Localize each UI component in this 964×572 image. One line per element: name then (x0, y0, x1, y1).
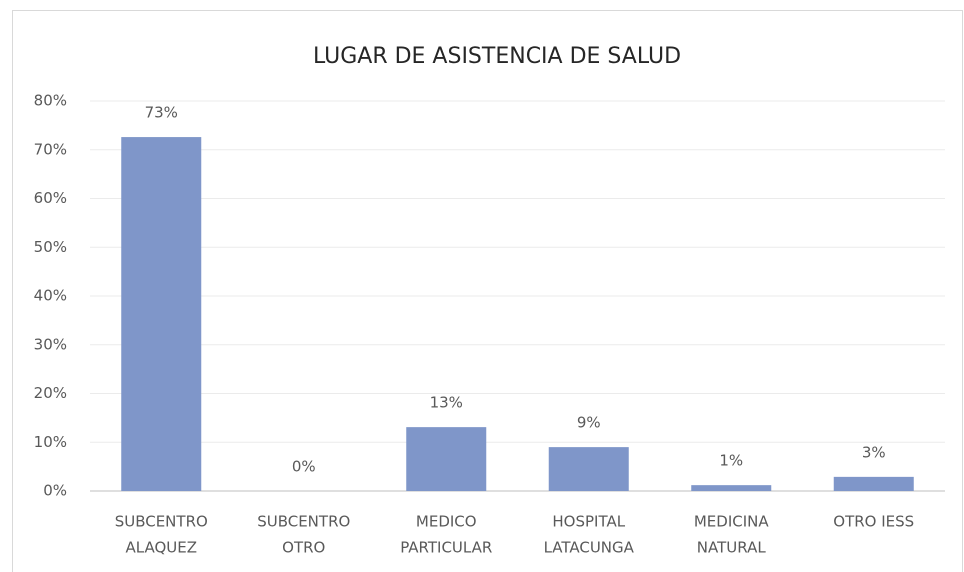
y-tick-label: 30% (34, 335, 67, 353)
data-label: 9% (577, 414, 601, 432)
x-tick-label: HOSPITAL (552, 513, 625, 531)
x-tick-label: SUBCENTRO (257, 513, 350, 531)
y-tick-label: 80% (34, 92, 67, 110)
data-label: 1% (719, 452, 743, 470)
x-tick-label: OTRO IESS (833, 513, 914, 531)
x-tick-label: MEDICO (416, 513, 477, 531)
y-tick-label: 60% (34, 189, 67, 207)
bar (121, 137, 202, 491)
bar (548, 447, 629, 491)
x-tick-label: PARTICULAR (400, 539, 492, 557)
x-tick-label: MEDICINA (694, 513, 770, 531)
bar (691, 485, 772, 491)
y-tick-label: 40% (34, 287, 67, 305)
bar (833, 476, 914, 491)
x-tick-label: SUBCENTRO (115, 513, 208, 531)
chart-title: LUGAR DE ASISTENCIA DE SALUD (313, 44, 681, 69)
y-tick-label: 10% (34, 433, 67, 451)
chart-border (12, 10, 963, 572)
x-tick-label: LATACUNGA (544, 539, 635, 557)
y-tick-label: 20% (34, 384, 67, 402)
y-tick-label: 50% (34, 238, 67, 256)
data-label: 13% (430, 394, 463, 412)
data-label: 3% (862, 443, 886, 461)
x-tick-label: OTRO (282, 539, 325, 557)
bar (406, 427, 487, 491)
data-label: 0% (292, 458, 316, 476)
x-tick-label: ALAQUEZ (126, 539, 198, 557)
data-label: 73% (145, 104, 178, 122)
y-tick-label: 0% (43, 482, 67, 500)
x-tick-label: NATURAL (697, 539, 767, 557)
y-tick-label: 70% (34, 140, 67, 158)
